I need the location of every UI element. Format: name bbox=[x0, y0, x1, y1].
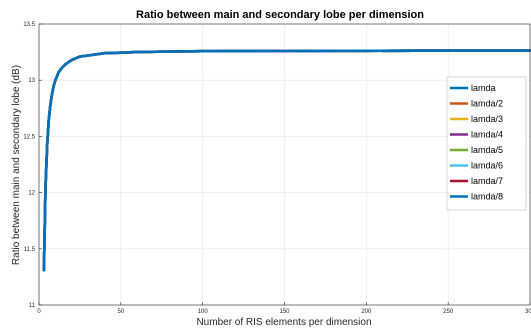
legend-label: lamda/8 bbox=[471, 192, 503, 202]
x-axis-label: Number of RIS elements per dimension bbox=[196, 317, 371, 328]
legend-label: lamda bbox=[471, 83, 496, 93]
legend-box bbox=[446, 76, 527, 211]
y-tick-label: 12 bbox=[28, 191, 35, 197]
series-lines bbox=[42, 49, 531, 272]
x-tick-label: 0 bbox=[37, 309, 41, 315]
legend-label: lamda/2 bbox=[471, 99, 503, 109]
x-tick-label: 100 bbox=[198, 309, 209, 315]
y-tick-label: 12.5 bbox=[23, 134, 35, 140]
legend-label: lamda/4 bbox=[471, 130, 503, 140]
legend-label: lamda/5 bbox=[471, 145, 503, 155]
y-tick-label: 11.5 bbox=[24, 247, 36, 253]
chart-title: Ratio between main and secondary lobe pe… bbox=[136, 9, 424, 21]
y-axis-label: Ratio between main and secondary lobe (d… bbox=[11, 65, 22, 265]
y-tick-label: 11 bbox=[29, 303, 36, 309]
x-tick-label: 200 bbox=[361, 309, 372, 315]
legend-label: lamda/6 bbox=[471, 161, 503, 171]
legend-entries: lamda lamda/2 lamda/3 lamda/4 lamda/5 lamda/6… bbox=[450, 83, 503, 202]
x-tick-label: 50 bbox=[117, 309, 124, 315]
legend: lamda lamda/2 lamda/3 lamda/4 lamda/5 lamda/6… bbox=[446, 76, 527, 211]
legend-label: lamda/7 bbox=[471, 176, 503, 186]
ticks: 0 50 100 150 200 250 300 11 11.5 12 12.5 13 13.5 bbox=[23, 22, 531, 315]
y-tick-label: 13.5 bbox=[23, 22, 35, 28]
series-line-8 bbox=[42, 49, 531, 272]
x-tick-label: 250 bbox=[443, 309, 454, 315]
x-tick-label: 300 bbox=[525, 309, 531, 315]
x-tick-label: 150 bbox=[279, 309, 290, 315]
y-tick-label: 13 bbox=[28, 78, 35, 84]
legend-label: lamda/3 bbox=[471, 114, 503, 124]
